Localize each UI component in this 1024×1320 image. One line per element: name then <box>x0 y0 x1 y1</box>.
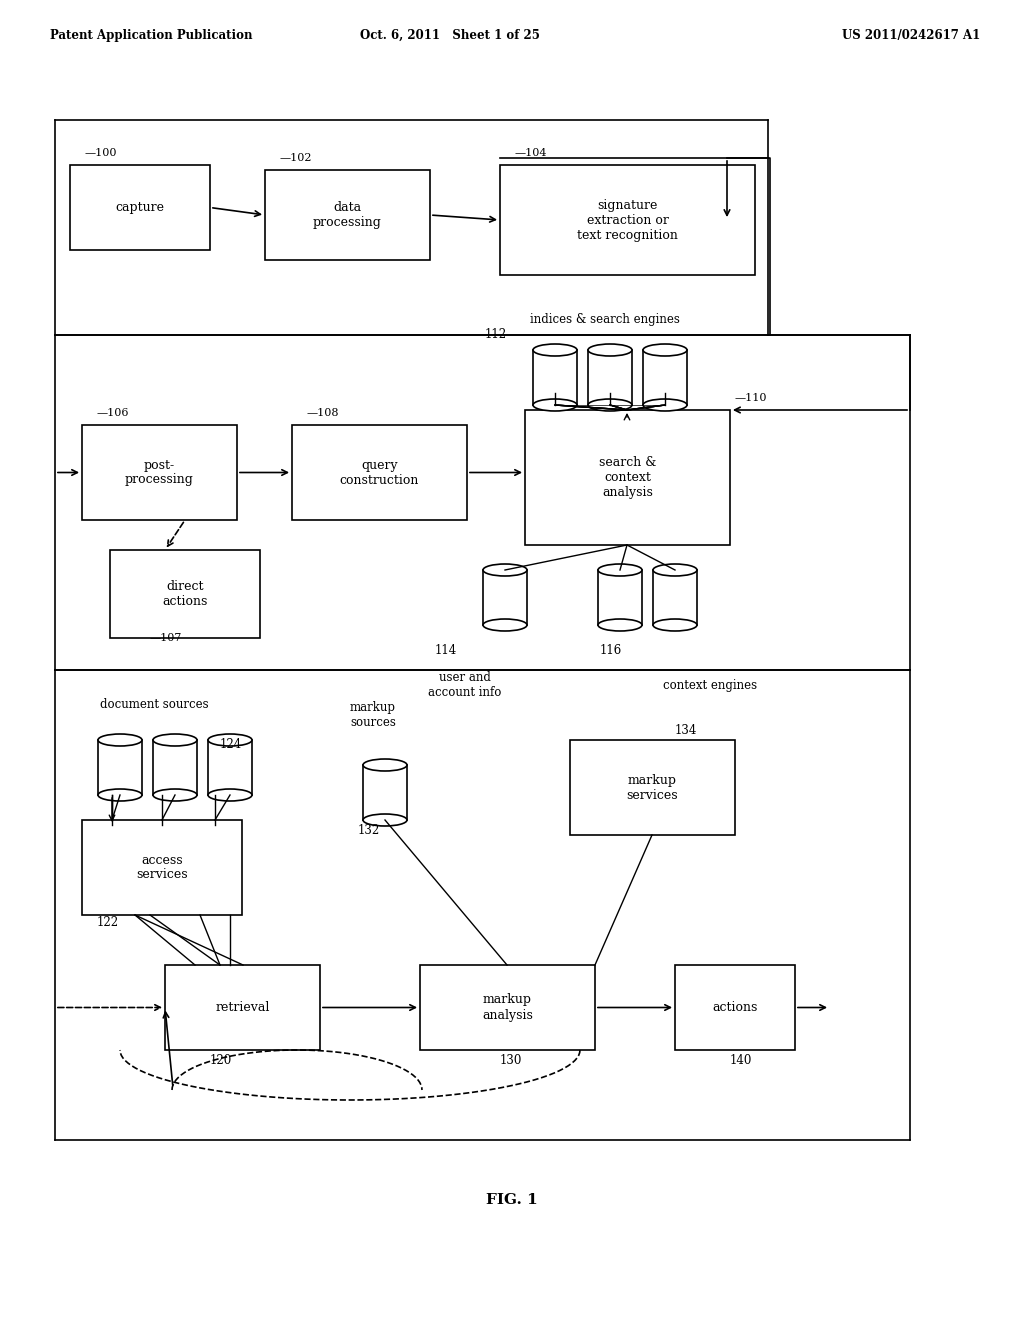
Text: —110: —110 <box>735 393 768 403</box>
Text: indices & search engines: indices & search engines <box>530 314 680 326</box>
Text: document sources: document sources <box>100 698 209 711</box>
FancyBboxPatch shape <box>675 965 795 1049</box>
Text: —108: —108 <box>307 408 340 418</box>
FancyBboxPatch shape <box>420 965 595 1049</box>
Ellipse shape <box>153 789 197 801</box>
FancyBboxPatch shape <box>82 425 237 520</box>
Text: —107: —107 <box>150 634 182 643</box>
Ellipse shape <box>98 789 142 801</box>
Text: access
services: access services <box>136 854 187 882</box>
Ellipse shape <box>598 564 642 576</box>
Ellipse shape <box>483 619 527 631</box>
Text: —102: —102 <box>280 153 312 162</box>
FancyBboxPatch shape <box>292 425 467 520</box>
Text: Oct. 6, 2011   Sheet 1 of 25: Oct. 6, 2011 Sheet 1 of 25 <box>360 29 540 41</box>
Text: FIG. 1: FIG. 1 <box>486 1193 538 1206</box>
FancyBboxPatch shape <box>500 165 755 275</box>
Text: capture: capture <box>116 201 165 214</box>
Text: Patent Application Publication: Patent Application Publication <box>50 29 253 41</box>
Ellipse shape <box>588 345 632 356</box>
Text: 114: 114 <box>435 644 458 656</box>
Text: signature
extraction or
text recognition: signature extraction or text recognition <box>578 198 678 242</box>
Ellipse shape <box>483 564 527 576</box>
Text: 124: 124 <box>220 738 243 751</box>
Ellipse shape <box>208 734 252 746</box>
FancyBboxPatch shape <box>362 766 407 820</box>
FancyBboxPatch shape <box>588 350 632 405</box>
Text: data
processing: data processing <box>313 201 382 228</box>
FancyBboxPatch shape <box>208 741 252 795</box>
FancyBboxPatch shape <box>598 570 642 624</box>
Text: 140: 140 <box>730 1053 753 1067</box>
FancyBboxPatch shape <box>153 741 197 795</box>
Ellipse shape <box>643 345 687 356</box>
Ellipse shape <box>534 399 577 411</box>
Text: direct
actions: direct actions <box>163 579 208 609</box>
Ellipse shape <box>588 399 632 411</box>
FancyBboxPatch shape <box>98 741 142 795</box>
Ellipse shape <box>153 734 197 746</box>
Text: user and
account info: user and account info <box>428 671 502 700</box>
Text: 134: 134 <box>675 723 697 737</box>
Text: —106: —106 <box>97 408 129 418</box>
FancyBboxPatch shape <box>483 570 527 624</box>
Text: actions: actions <box>713 1001 758 1014</box>
Text: 132: 132 <box>358 824 380 837</box>
FancyBboxPatch shape <box>82 820 242 915</box>
Ellipse shape <box>208 789 252 801</box>
Text: 116: 116 <box>600 644 623 656</box>
Text: query
construction: query construction <box>340 458 419 487</box>
FancyBboxPatch shape <box>534 350 577 405</box>
Ellipse shape <box>653 619 697 631</box>
Text: US 2011/0242617 A1: US 2011/0242617 A1 <box>842 29 980 41</box>
Text: context engines: context engines <box>663 678 757 692</box>
FancyBboxPatch shape <box>265 170 430 260</box>
FancyBboxPatch shape <box>165 965 319 1049</box>
Ellipse shape <box>653 564 697 576</box>
Text: retrieval: retrieval <box>215 1001 269 1014</box>
Ellipse shape <box>362 759 407 771</box>
Text: markup
sources: markup sources <box>350 701 396 729</box>
Ellipse shape <box>643 399 687 411</box>
FancyBboxPatch shape <box>643 350 687 405</box>
FancyBboxPatch shape <box>570 741 735 836</box>
Ellipse shape <box>598 619 642 631</box>
Text: post-
processing: post- processing <box>125 458 194 487</box>
Text: 120: 120 <box>210 1053 232 1067</box>
Text: markup
services: markup services <box>627 774 678 801</box>
FancyBboxPatch shape <box>70 165 210 249</box>
Ellipse shape <box>534 345 577 356</box>
Text: —104: —104 <box>515 148 548 158</box>
Text: markup
analysis: markup analysis <box>482 994 532 1022</box>
FancyBboxPatch shape <box>110 550 260 638</box>
Text: 122: 122 <box>97 916 119 929</box>
FancyBboxPatch shape <box>653 570 697 624</box>
Text: —100: —100 <box>85 148 118 158</box>
Text: 112: 112 <box>485 329 507 342</box>
FancyBboxPatch shape <box>525 411 730 545</box>
Text: 130: 130 <box>500 1053 522 1067</box>
Ellipse shape <box>98 734 142 746</box>
Text: search &
context
analysis: search & context analysis <box>599 455 656 499</box>
Ellipse shape <box>362 814 407 826</box>
